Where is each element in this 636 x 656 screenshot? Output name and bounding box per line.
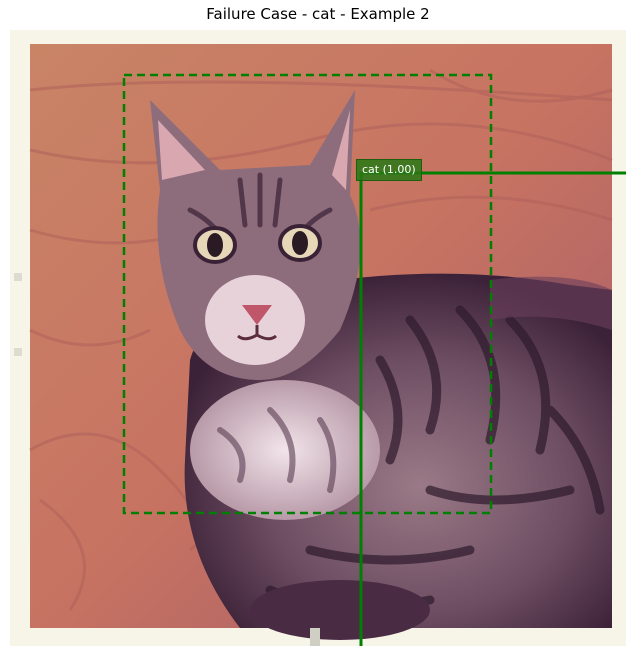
prediction-box	[359, 171, 626, 646]
ground-truth-box	[122, 73, 493, 515]
image-panel: cat (1.00)	[10, 30, 626, 646]
cat-photo	[10, 30, 626, 646]
figure-title: Failure Case - cat - Example 2	[206, 5, 430, 23]
detection-label: cat (1.00)	[356, 159, 422, 181]
detection-overlay	[122, 73, 626, 646]
